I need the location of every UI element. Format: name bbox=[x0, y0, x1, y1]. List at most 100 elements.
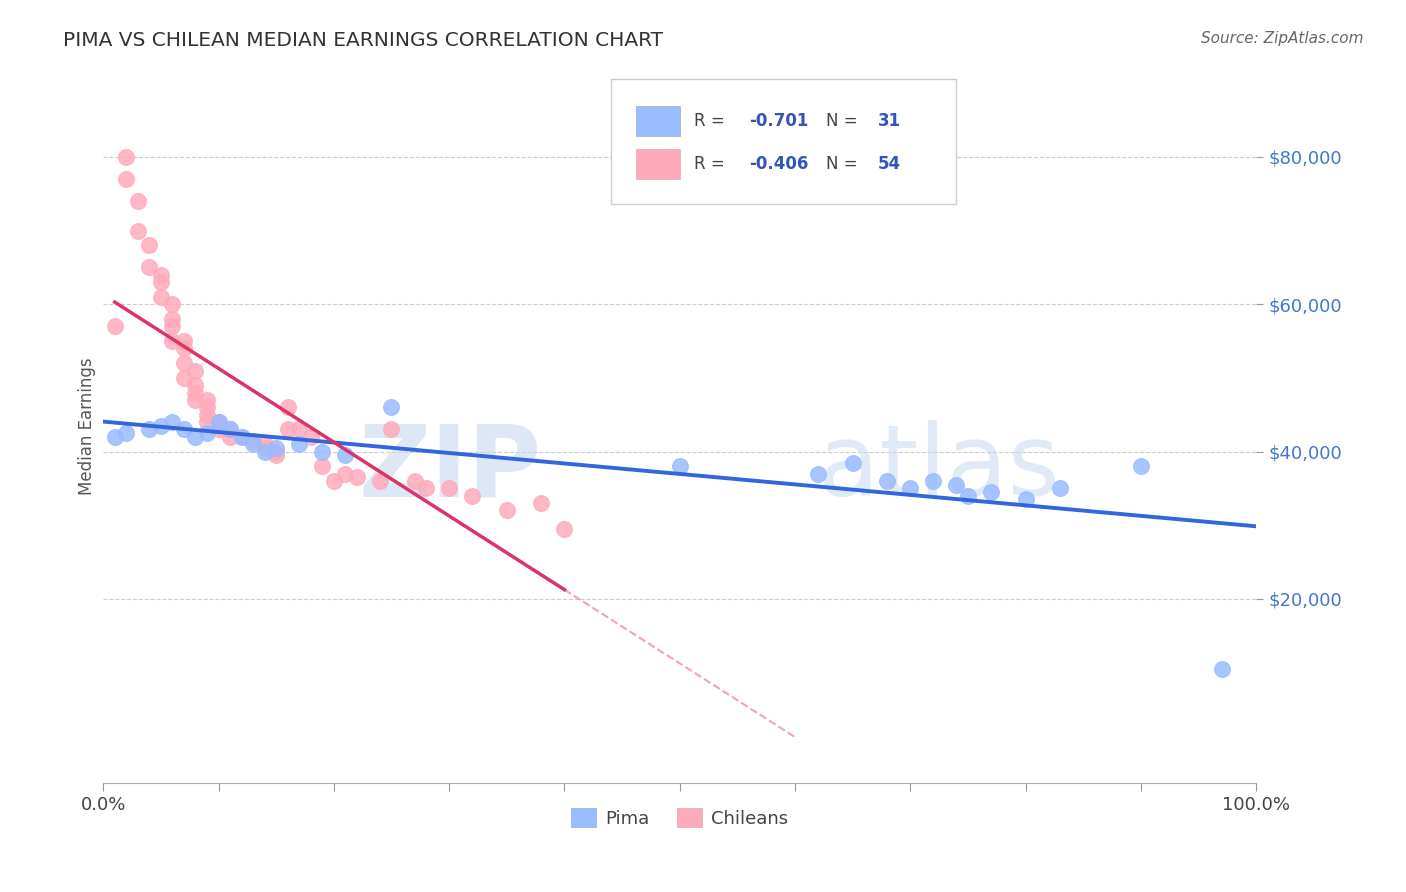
FancyBboxPatch shape bbox=[636, 149, 679, 178]
Point bbox=[322, 474, 344, 488]
Point bbox=[876, 474, 898, 488]
Point bbox=[195, 401, 218, 415]
Point bbox=[311, 459, 333, 474]
Text: atlas: atlas bbox=[818, 420, 1060, 517]
Point bbox=[127, 223, 149, 237]
Point bbox=[335, 448, 357, 462]
Point bbox=[104, 430, 127, 444]
Point bbox=[219, 422, 242, 436]
Point bbox=[207, 418, 229, 433]
Text: N =: N = bbox=[827, 154, 863, 172]
Point bbox=[311, 444, 333, 458]
Point bbox=[173, 334, 195, 348]
Point bbox=[104, 319, 127, 334]
Point bbox=[945, 477, 967, 491]
Point bbox=[149, 418, 172, 433]
Point bbox=[461, 489, 484, 503]
Text: -0.406: -0.406 bbox=[749, 154, 808, 172]
Point bbox=[138, 422, 160, 436]
Point bbox=[346, 470, 368, 484]
Point bbox=[162, 312, 184, 326]
Point bbox=[219, 422, 242, 436]
Point bbox=[115, 426, 138, 441]
Point bbox=[138, 260, 160, 275]
Point bbox=[380, 401, 402, 415]
Point bbox=[184, 363, 207, 377]
Point bbox=[231, 430, 253, 444]
Point bbox=[956, 489, 979, 503]
Point bbox=[195, 408, 218, 422]
Text: PIMA VS CHILEAN MEDIAN EARNINGS CORRELATION CHART: PIMA VS CHILEAN MEDIAN EARNINGS CORRELAT… bbox=[63, 31, 664, 50]
Point bbox=[253, 441, 276, 455]
Point bbox=[1211, 662, 1233, 676]
Point bbox=[253, 444, 276, 458]
Point bbox=[1014, 492, 1036, 507]
Point bbox=[173, 371, 195, 385]
Point bbox=[195, 426, 218, 441]
Point bbox=[207, 422, 229, 436]
Point bbox=[368, 474, 391, 488]
Point bbox=[184, 430, 207, 444]
Text: -0.701: -0.701 bbox=[749, 112, 808, 129]
Point bbox=[841, 456, 863, 470]
Point bbox=[162, 334, 184, 348]
Point bbox=[335, 467, 357, 481]
Text: 54: 54 bbox=[877, 154, 901, 172]
Point bbox=[980, 485, 1002, 500]
Point bbox=[288, 422, 311, 436]
Point bbox=[380, 422, 402, 436]
Point bbox=[299, 430, 322, 444]
Point bbox=[437, 482, 460, 496]
Point bbox=[195, 415, 218, 429]
Point bbox=[264, 448, 287, 462]
Point bbox=[162, 297, 184, 311]
Point bbox=[219, 430, 242, 444]
Point bbox=[898, 482, 921, 496]
Point bbox=[115, 172, 138, 186]
Point bbox=[149, 290, 172, 304]
Point bbox=[242, 434, 264, 448]
Point bbox=[162, 319, 184, 334]
Point bbox=[264, 444, 287, 458]
Text: N =: N = bbox=[827, 112, 863, 129]
FancyBboxPatch shape bbox=[610, 79, 956, 204]
Text: R =: R = bbox=[693, 112, 730, 129]
Text: 31: 31 bbox=[877, 112, 901, 129]
Point bbox=[668, 459, 690, 474]
Text: R =: R = bbox=[693, 154, 730, 172]
Point bbox=[495, 503, 517, 517]
Point bbox=[115, 150, 138, 164]
Point bbox=[173, 422, 195, 436]
Point bbox=[553, 522, 575, 536]
Point bbox=[922, 474, 945, 488]
Y-axis label: Median Earnings: Median Earnings bbox=[79, 357, 96, 494]
Point bbox=[184, 392, 207, 407]
Point bbox=[138, 238, 160, 252]
Point bbox=[162, 415, 184, 429]
Text: Source: ZipAtlas.com: Source: ZipAtlas.com bbox=[1201, 31, 1364, 46]
Point bbox=[253, 437, 276, 451]
Point bbox=[415, 482, 437, 496]
Point bbox=[1049, 482, 1071, 496]
Point bbox=[127, 194, 149, 208]
Point bbox=[242, 437, 264, 451]
Point bbox=[264, 441, 287, 455]
Legend: Pima, Chileans: Pima, Chileans bbox=[564, 801, 796, 835]
FancyBboxPatch shape bbox=[636, 105, 679, 136]
Point bbox=[149, 268, 172, 282]
Point bbox=[173, 342, 195, 356]
Point bbox=[231, 430, 253, 444]
Point bbox=[404, 474, 426, 488]
Point bbox=[288, 437, 311, 451]
Point bbox=[807, 467, 830, 481]
Point bbox=[184, 378, 207, 392]
Point bbox=[195, 392, 218, 407]
Point bbox=[207, 415, 229, 429]
Point bbox=[1129, 459, 1152, 474]
Point bbox=[530, 496, 553, 510]
Point bbox=[277, 422, 299, 436]
Point bbox=[173, 356, 195, 370]
Point bbox=[277, 401, 299, 415]
Point bbox=[207, 415, 229, 429]
Point bbox=[149, 275, 172, 289]
